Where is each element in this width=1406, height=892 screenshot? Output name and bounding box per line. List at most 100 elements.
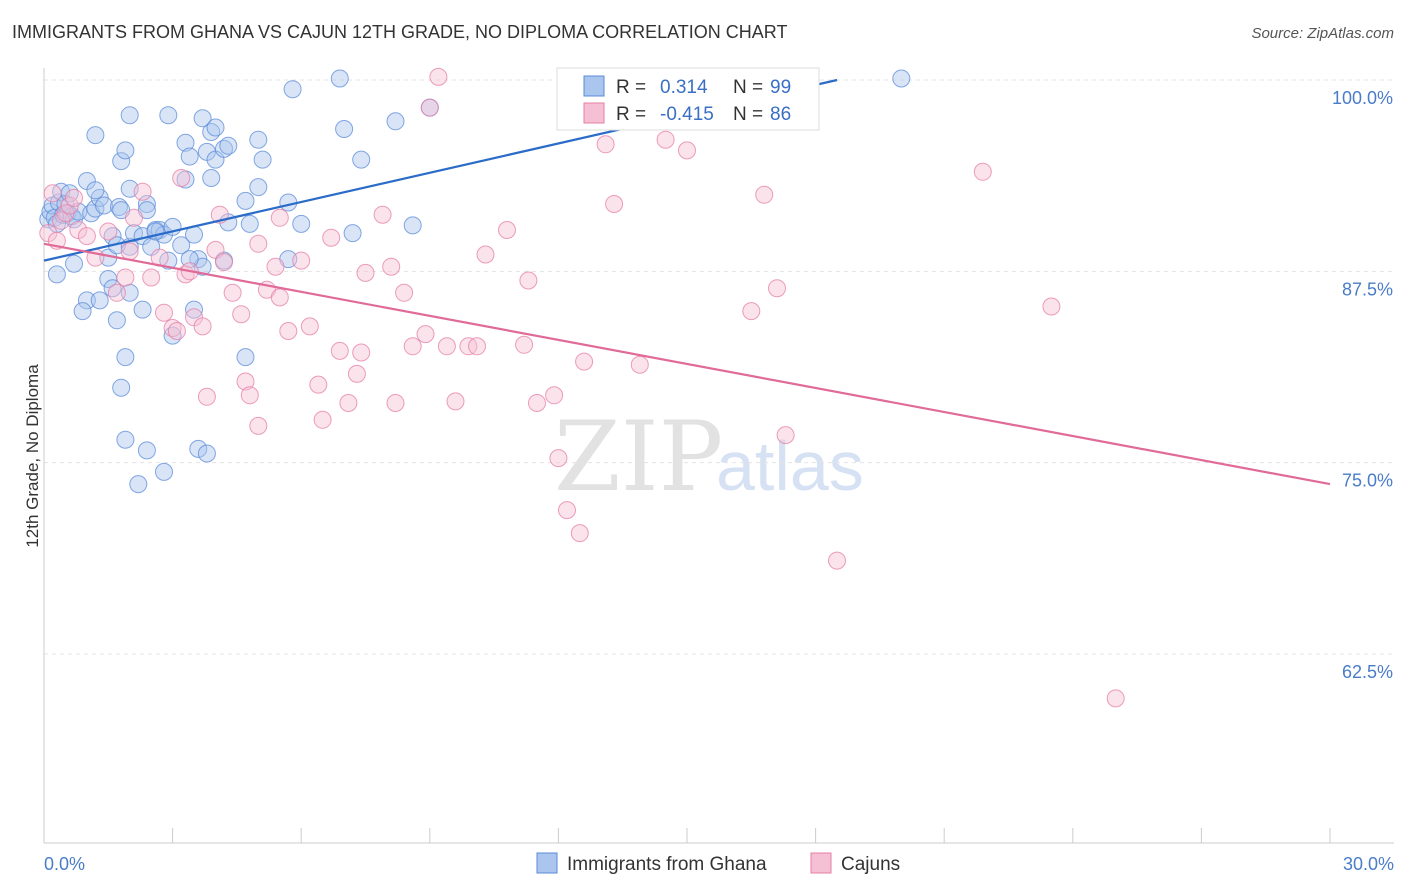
cajun-point <box>279 322 298 340</box>
ghana-point <box>77 291 96 310</box>
cajun-point <box>678 141 696 160</box>
bottom-legend-swatch-ghana <box>536 852 558 874</box>
cajun-point <box>973 162 992 181</box>
cajun-point <box>249 234 268 253</box>
cajun-point <box>515 335 534 354</box>
legend-swatch-ghana <box>583 75 605 97</box>
cajun-point <box>596 135 615 154</box>
cajun-point <box>416 325 435 344</box>
cajun-point <box>742 302 761 321</box>
series-cajuns-points <box>39 67 1125 708</box>
cajun-point <box>99 222 118 241</box>
legend-r-value-1: 0.314 <box>660 77 708 98</box>
ghana-point <box>107 311 126 330</box>
ghana-point <box>189 439 208 458</box>
cajun-point <box>528 394 546 412</box>
ghana-point <box>47 265 66 284</box>
cajun-point <box>206 240 225 259</box>
ghana-point <box>236 191 255 210</box>
legend-r-label-2: R = <box>616 104 646 125</box>
ghana-point <box>116 141 135 160</box>
cajun-point <box>498 221 516 239</box>
cajun-point <box>437 337 456 356</box>
y-tick-label: 87.5% <box>1342 279 1393 299</box>
ghana-point <box>206 118 225 137</box>
ghana-point <box>892 69 911 88</box>
cajun-point <box>776 426 795 445</box>
watermark: ZIP atlas <box>554 401 864 513</box>
cajun-point <box>223 283 242 302</box>
legend-r-label-1: R = <box>616 77 646 98</box>
cajun-point <box>142 268 161 287</box>
cajun-point <box>605 195 624 213</box>
x-tick-label-min: 0.0% <box>44 854 85 874</box>
legend-n-label-1: N = <box>733 77 763 98</box>
ghana-point <box>249 130 268 149</box>
watermark-atlas: atlas <box>716 427 864 505</box>
ghana-point <box>335 120 354 138</box>
cajun-point <box>232 305 251 324</box>
ghana-point <box>120 106 139 125</box>
ghana-point <box>240 214 259 233</box>
ghana-point <box>137 441 156 460</box>
cajun-point <box>270 288 289 307</box>
cajun-point <box>249 416 268 435</box>
cajun-point <box>313 410 332 429</box>
x-tick-label-max: 30.0% <box>1343 854 1394 874</box>
cajun-point <box>270 208 289 227</box>
chart-source: Source: ZipAtlas.com <box>1251 25 1394 42</box>
cajun-point <box>356 263 375 282</box>
trend-line-cajuns <box>43 242 1331 486</box>
cajun-point <box>116 268 135 287</box>
grid-lines <box>44 79 1394 655</box>
cajun-point <box>300 317 319 336</box>
cajun-point <box>339 394 358 412</box>
ghana-point <box>386 112 405 131</box>
cajun-point <box>519 271 538 290</box>
cajun-point <box>167 322 186 340</box>
ghana-point <box>292 214 311 233</box>
ghana-point <box>403 216 422 235</box>
ghana-point <box>180 250 199 269</box>
cajun-point <box>236 372 255 391</box>
ghana-point <box>283 80 302 99</box>
ghana-point <box>90 291 109 310</box>
cajun-point <box>429 67 448 86</box>
cajun-point <box>630 355 649 374</box>
ghana-point <box>116 430 135 449</box>
bottom-legend-label-cajuns: Cajuns <box>841 854 900 875</box>
ghana-point <box>176 133 195 152</box>
cajun-point <box>266 257 285 276</box>
cajun-point <box>446 392 465 411</box>
cajun-point <box>549 449 568 468</box>
cajun-point <box>386 394 405 412</box>
cajun-point <box>395 283 414 302</box>
cajun-point <box>373 205 392 224</box>
cajun-point <box>197 387 216 406</box>
cajun-point <box>382 257 401 276</box>
legend-n-value-1: 99 <box>770 77 791 98</box>
bottom-legend-label-ghana: Immigrants from Ghana <box>567 854 767 875</box>
cajun-point <box>77 227 96 246</box>
ghana-point <box>197 444 216 463</box>
ghana-point <box>65 254 83 273</box>
y-tick-label: 100.0% <box>1332 88 1393 108</box>
cajun-point <box>240 386 259 405</box>
ghana-point <box>253 150 272 169</box>
cajun-point <box>558 501 576 520</box>
ghana-point <box>73 302 92 321</box>
legend-n-value-2: 86 <box>770 104 791 125</box>
cajun-point <box>476 245 495 264</box>
cajun-point <box>1106 689 1125 708</box>
cajun-point <box>420 98 439 117</box>
cajun-point <box>347 364 366 383</box>
ghana-point <box>330 69 349 88</box>
watermark-zip: ZIP <box>554 401 723 513</box>
ghana-point <box>236 348 255 367</box>
cajun-point <box>65 188 83 207</box>
ghana-point <box>116 348 135 367</box>
ghana-point <box>110 198 128 216</box>
cajun-point <box>768 279 786 298</box>
ghana-point <box>155 462 173 481</box>
cajun-point <box>215 253 233 272</box>
